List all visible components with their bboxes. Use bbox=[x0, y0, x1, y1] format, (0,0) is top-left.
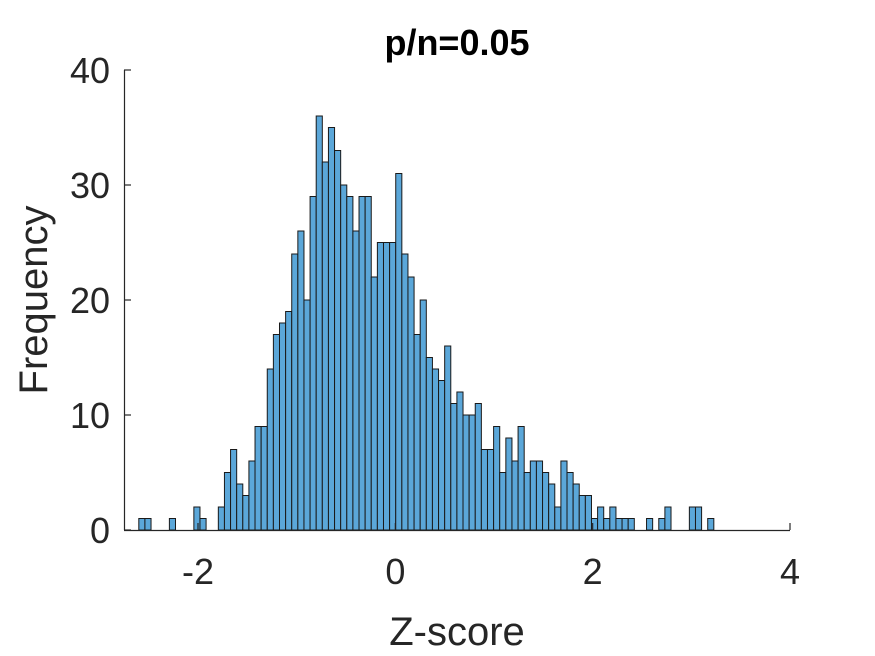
histogram-bar bbox=[535, 460, 544, 531]
histogram-bar bbox=[248, 460, 256, 531]
histogram-bar bbox=[597, 506, 605, 531]
y-tick-label: 40 bbox=[70, 50, 110, 91]
histogram-bar bbox=[646, 518, 654, 531]
histogram-bar bbox=[572, 483, 580, 531]
histogram-bar bbox=[230, 449, 238, 531]
histogram-bar bbox=[615, 518, 623, 531]
histogram-bar bbox=[707, 518, 715, 531]
histogram-bar bbox=[603, 518, 611, 531]
histogram-bar bbox=[407, 276, 415, 531]
x-ticks-group: -2 0 2 4 bbox=[182, 523, 800, 592]
histogram-bar bbox=[236, 483, 244, 531]
histogram-bar bbox=[425, 357, 433, 531]
histogram-bar bbox=[664, 506, 672, 531]
histogram-bar bbox=[578, 495, 586, 531]
histogram-bar bbox=[554, 506, 562, 531]
x-tick-label: 2 bbox=[583, 551, 603, 592]
histogram-bar bbox=[688, 506, 696, 531]
histogram-bar bbox=[376, 242, 384, 531]
histogram-bar bbox=[138, 518, 146, 531]
histogram-bar bbox=[401, 253, 409, 531]
histogram-bar bbox=[223, 472, 232, 531]
histogram-bar bbox=[364, 196, 372, 531]
histogram-bar bbox=[462, 414, 470, 531]
y-tick-label: 30 bbox=[70, 165, 110, 206]
histogram-bar bbox=[334, 150, 342, 531]
x-tick-label: 0 bbox=[385, 551, 405, 592]
histogram-bar bbox=[260, 426, 268, 531]
histogram-bar bbox=[315, 115, 323, 531]
histogram-bar bbox=[529, 460, 537, 531]
y-axis-label: Frequency bbox=[12, 206, 56, 395]
histogram-bar bbox=[352, 230, 360, 531]
histogram-bar bbox=[168, 518, 177, 531]
histogram-bar bbox=[382, 242, 391, 531]
histogram-bar bbox=[303, 299, 311, 531]
histogram-bar bbox=[217, 506, 225, 531]
histogram-bar bbox=[144, 518, 152, 531]
y-tick-label: 20 bbox=[70, 280, 110, 321]
histogram-bar bbox=[468, 414, 476, 531]
histogram-bar bbox=[456, 391, 464, 531]
y-tick-label: 10 bbox=[70, 395, 110, 436]
histogram-bar bbox=[291, 253, 299, 531]
histogram-bar bbox=[450, 403, 458, 531]
histogram-bar bbox=[309, 196, 317, 531]
bars-group bbox=[138, 115, 715, 531]
histogram-bar bbox=[474, 403, 482, 531]
histogram-bar bbox=[419, 299, 427, 531]
histogram-bar bbox=[517, 426, 525, 531]
histogram-bar bbox=[395, 173, 403, 531]
histogram-bar bbox=[321, 161, 329, 531]
histogram-bar bbox=[511, 460, 519, 531]
histogram-bar bbox=[480, 449, 488, 531]
histogram-bar bbox=[193, 506, 201, 531]
histogram-bar bbox=[566, 472, 574, 531]
x-tick-label: 4 bbox=[780, 551, 800, 592]
histogram-bar bbox=[272, 334, 280, 531]
histogram-bar bbox=[438, 380, 446, 531]
histogram-bar bbox=[346, 196, 354, 531]
histogram-bar bbox=[621, 518, 629, 531]
histogram-bar bbox=[278, 322, 287, 531]
histogram-bar bbox=[523, 472, 531, 531]
histogram-bar bbox=[694, 506, 703, 531]
histogram-bar bbox=[499, 472, 507, 531]
histogram-bar bbox=[340, 184, 348, 531]
histogram-bar bbox=[389, 242, 397, 531]
histogram-bar bbox=[505, 437, 513, 531]
histogram-bar bbox=[266, 368, 274, 531]
histogram-bar bbox=[327, 127, 336, 531]
histogram-bar bbox=[560, 460, 568, 531]
histogram-bar bbox=[627, 518, 635, 531]
histogram-bar bbox=[493, 426, 501, 531]
histogram-bar bbox=[297, 230, 305, 531]
histogram-bar bbox=[285, 311, 293, 531]
y-ticks-group: 0 10 20 30 40 bbox=[70, 50, 131, 551]
histogram-bar bbox=[542, 472, 550, 531]
histogram-bar bbox=[242, 495, 250, 531]
histogram-bar bbox=[584, 495, 592, 531]
histogram-bar bbox=[444, 345, 452, 531]
histogram-bar bbox=[358, 196, 366, 531]
x-tick-label: -2 bbox=[182, 551, 214, 592]
histogram-bar bbox=[254, 426, 262, 531]
histogram-bar bbox=[370, 276, 378, 531]
histogram-bar bbox=[609, 506, 617, 531]
histogram-bar bbox=[486, 449, 495, 531]
histogram-bar bbox=[413, 334, 421, 531]
histogram-bar bbox=[658, 518, 666, 531]
y-tick-label: 0 bbox=[90, 510, 110, 551]
x-axis-label: Z-score bbox=[389, 610, 525, 654]
histogram-bar bbox=[431, 368, 440, 531]
histogram-bar bbox=[199, 518, 207, 531]
histogram-bar bbox=[548, 483, 556, 531]
chart-title: p/n=0.05 bbox=[384, 22, 529, 63]
